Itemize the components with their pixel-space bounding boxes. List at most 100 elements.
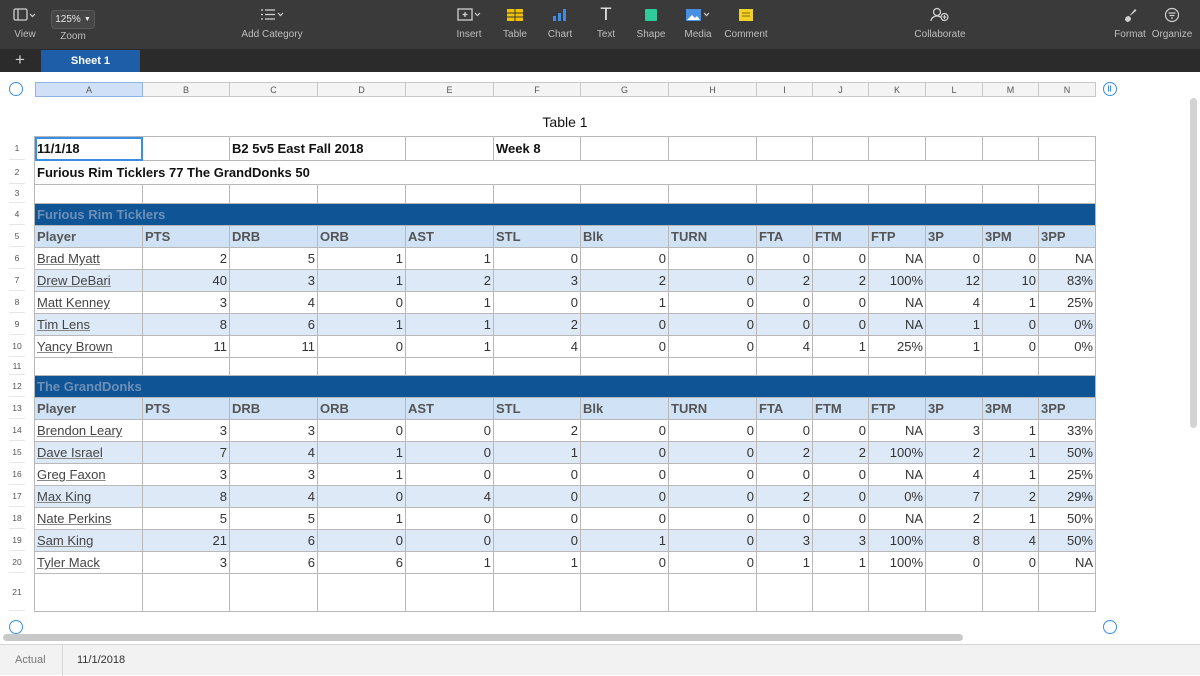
stat-cell[interactable]: 0 — [493, 291, 581, 314]
table-cell[interactable] — [668, 357, 757, 376]
stat-cell[interactable]: 0% — [868, 485, 926, 508]
stat-cell[interactable]: 4 — [229, 485, 318, 508]
stat-cell[interactable]: 1 — [982, 419, 1039, 442]
table-cell[interactable] — [812, 136, 869, 161]
tab-sheet-1[interactable]: Sheet 1 — [41, 50, 140, 72]
table-cell[interactable] — [1038, 136, 1096, 161]
stat-header-ast[interactable]: AST — [405, 397, 494, 420]
stat-cell[interactable]: 1 — [580, 529, 669, 552]
stat-cell[interactable]: 0 — [756, 419, 813, 442]
stat-cell[interactable]: NA — [868, 463, 926, 486]
date-cell[interactable]: 11/1/18 — [34, 136, 143, 161]
stat-header-pts[interactable]: PTS — [142, 225, 230, 248]
stat-cell[interactable]: 1 — [317, 247, 406, 270]
row-header-17[interactable]: 17 — [9, 485, 25, 507]
stat-header-ftp[interactable]: FTP — [868, 225, 926, 248]
table-cell[interactable] — [229, 357, 318, 376]
stat-cell[interactable]: 0 — [668, 485, 757, 508]
score-line-cell[interactable]: Furious Rim Ticklers 77 The GrandDonks 5… — [34, 160, 1096, 185]
stat-cell[interactable]: 1 — [317, 441, 406, 464]
stat-cell[interactable]: 2 — [405, 269, 494, 292]
column-header-c[interactable]: C — [230, 82, 318, 97]
stat-cell[interactable]: 0 — [812, 247, 869, 270]
stat-cell[interactable]: 2 — [756, 441, 813, 464]
player-name-cell[interactable]: Drew DeBari — [34, 269, 143, 292]
stat-cell[interactable]: 10 — [982, 269, 1039, 292]
stat-cell[interactable]: 3 — [142, 291, 230, 314]
stat-header-drb[interactable]: DRB — [229, 225, 318, 248]
zoom-control[interactable]: 125% ▼ Zoom — [50, 0, 96, 50]
stat-header-blk[interactable]: Blk — [580, 225, 669, 248]
player-name-cell[interactable]: Matt Kenney — [34, 291, 143, 314]
stat-header-drb[interactable]: DRB — [229, 397, 318, 420]
vertical-scrollbar[interactable] — [1190, 98, 1197, 428]
stat-cell[interactable]: 1 — [317, 313, 406, 336]
stat-cell[interactable]: 0 — [580, 463, 669, 486]
row-header-13[interactable]: 13 — [9, 397, 25, 419]
stat-cell[interactable]: 4 — [229, 441, 318, 464]
row-header-11[interactable]: 11 — [9, 357, 25, 375]
stat-cell[interactable]: 6 — [229, 313, 318, 336]
table-cell[interactable] — [405, 573, 494, 612]
player-name-cell[interactable]: Sam King — [34, 529, 143, 552]
stat-cell[interactable]: 0 — [668, 507, 757, 530]
stat-cell[interactable]: 0 — [668, 247, 757, 270]
player-name-cell[interactable]: Tyler Mack — [34, 551, 143, 574]
stat-cell[interactable]: 1 — [812, 551, 869, 574]
stat-cell[interactable]: 0 — [668, 269, 757, 292]
stat-header-3pm[interactable]: 3PM — [982, 397, 1039, 420]
table-cell[interactable] — [982, 136, 1039, 161]
table-cell[interactable] — [925, 136, 983, 161]
stat-cell[interactable]: 0 — [493, 247, 581, 270]
stat-header-pts[interactable]: PTS — [142, 397, 230, 420]
stat-cell[interactable]: 0 — [812, 485, 869, 508]
freeze-columns-handle[interactable] — [1103, 82, 1117, 96]
stat-cell[interactable]: 0 — [580, 247, 669, 270]
row-header-19[interactable]: 19 — [9, 529, 25, 551]
table-title[interactable]: Table 1 — [542, 114, 588, 130]
stat-cell[interactable]: 6 — [229, 551, 318, 574]
stat-cell[interactable]: 21 — [142, 529, 230, 552]
stat-cell[interactable]: NA — [868, 313, 926, 336]
stat-cell[interactable]: 3 — [229, 419, 318, 442]
stat-cell[interactable]: 5 — [142, 507, 230, 530]
stat-cell[interactable]: 100% — [868, 269, 926, 292]
stat-cell[interactable]: 3 — [142, 419, 230, 442]
add-column-handle[interactable] — [1103, 620, 1117, 634]
row-header-6[interactable]: 6 — [9, 247, 25, 269]
stat-header-ftm[interactable]: FTM — [812, 225, 869, 248]
stat-cell[interactable]: 0 — [580, 419, 669, 442]
table-cell[interactable] — [868, 357, 926, 376]
table-cell[interactable] — [34, 184, 143, 204]
stat-cell[interactable]: 50% — [1038, 441, 1096, 464]
stat-cell[interactable]: 0 — [982, 335, 1039, 358]
stat-cell[interactable]: 4 — [229, 291, 318, 314]
stat-cell[interactable]: 1 — [756, 551, 813, 574]
player-name-cell[interactable]: Greg Faxon — [34, 463, 143, 486]
stat-cell[interactable]: 0 — [580, 485, 669, 508]
stat-cell[interactable]: 8 — [142, 485, 230, 508]
stat-cell[interactable]: 0 — [405, 441, 494, 464]
column-header-i[interactable]: I — [757, 82, 813, 97]
table-cell[interactable] — [405, 357, 494, 376]
table-cell[interactable] — [925, 357, 983, 376]
stat-cell[interactable]: 4 — [982, 529, 1039, 552]
zoom-select[interactable]: 125% ▼ — [51, 10, 95, 29]
stat-cell[interactable]: 0 — [756, 463, 813, 486]
table-cell[interactable] — [925, 573, 983, 612]
stat-cell[interactable]: NA — [1038, 551, 1096, 574]
stat-header-fta[interactable]: FTA — [756, 225, 813, 248]
stat-cell[interactable]: 0 — [668, 313, 757, 336]
table-cell[interactable] — [580, 184, 669, 204]
table-cell[interactable] — [142, 136, 230, 161]
player-name-cell[interactable]: Dave Israel — [34, 441, 143, 464]
stat-cell[interactable]: 8 — [925, 529, 983, 552]
stat-cell[interactable]: 0 — [668, 441, 757, 464]
stat-cell[interactable]: 4 — [493, 335, 581, 358]
stat-header-player[interactable]: Player — [34, 397, 143, 420]
stat-cell[interactable]: 3 — [142, 551, 230, 574]
table-cell[interactable] — [493, 573, 581, 612]
stat-cell[interactable]: 2 — [580, 269, 669, 292]
stat-cell[interactable]: 0 — [756, 247, 813, 270]
column-header-f[interactable]: F — [494, 82, 581, 97]
